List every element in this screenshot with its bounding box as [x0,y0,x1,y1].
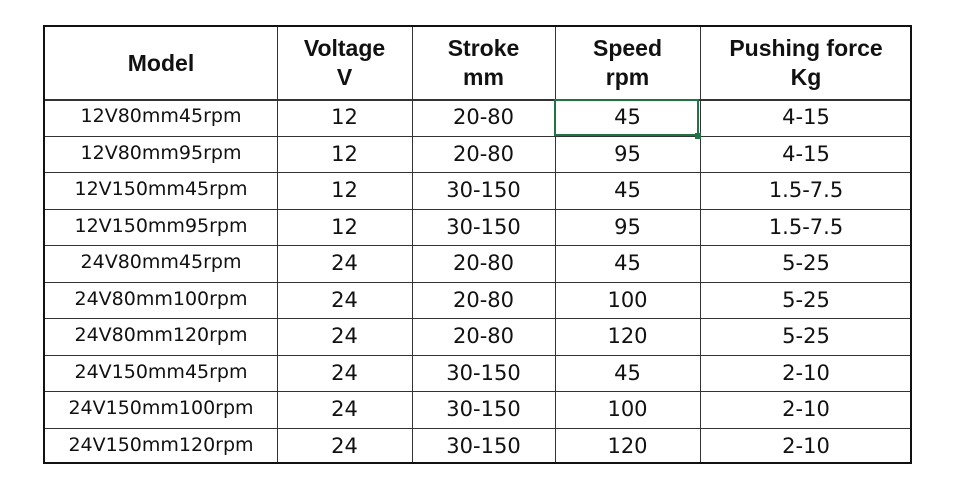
value-cell: 12 [331,178,358,203]
column-divider [555,27,556,462]
header-cell: Pushing force Kg [700,27,912,99]
value-cell: 30-150 [446,214,521,239]
column-divider [412,27,413,462]
column-divider [277,27,278,462]
header-text: Speed [592,35,663,62]
row-divider [45,281,910,283]
row-divider [45,172,910,173]
value-cell: 1.5-7.5 [768,214,844,239]
value-cell: 20-80 [452,141,515,166]
row-divider [45,354,910,356]
header-text: Voltage [303,35,386,62]
value-cell: 24 [331,397,358,422]
row-divider [45,208,910,210]
selected-cell-border [554,99,699,136]
model-cell: 12V80mm45rpm [80,105,242,128]
value-cell: 5-25 [782,324,830,349]
model-cell: 24V150mm120rpm [68,433,254,456]
header-cell: Stroke mm [412,27,555,99]
value-cell: 30-150 [446,397,521,422]
model-cell: 24V80mm45rpm [80,251,242,274]
value-cell: 24 [331,287,358,312]
value-cell: 45 [614,251,641,276]
header-text: mm [463,64,504,90]
value-cell: 4-15 [782,105,830,130]
value-cell: 1.5-7.5 [768,178,844,203]
value-cell: 2-10 [782,397,830,422]
value-cell: 5-25 [782,251,830,276]
model-cell: 24V80mm100rpm [74,287,248,310]
value-cell: 24 [331,251,358,276]
value-cell: 24 [331,433,358,458]
value-cell: 20-80 [452,324,515,349]
header-text: rpm [605,64,650,90]
value-cell: 45 [614,178,641,203]
column-divider [700,27,701,462]
model-cell: 24V80mm120rpm [74,324,248,347]
value-cell: 20-80 [452,105,515,130]
header-cell: Speed rpm [555,27,700,99]
value-cell: 4-15 [782,141,830,166]
value-cell: 30-150 [446,360,521,385]
value-cell: 12 [331,214,358,239]
row-divider [45,427,910,429]
model-cell: 24V150mm100rpm [68,397,254,420]
value-cell: 95 [614,214,641,239]
value-cell: 95 [614,141,641,166]
model-cell: 12V150mm45rpm [74,178,248,201]
value-cell: 100 [607,397,648,422]
value-cell: 120 [607,324,648,349]
value-cell: 20-80 [452,287,515,312]
header-text: V [336,64,353,90]
value-cell: 45 [614,105,641,130]
row-divider [45,135,910,137]
value-cell: 100 [607,287,648,312]
value-cell: 12 [331,105,358,130]
header-divider [45,99,910,101]
row-divider [45,391,910,392]
header-text: Stroke [447,35,520,62]
value-cell: 120 [607,433,648,458]
value-cell: 12 [331,141,358,166]
model-cell: 12V150mm95rpm [74,214,248,237]
value-cell: 2-10 [782,360,830,385]
value-cell: 2-10 [782,433,830,458]
value-cell: 5-25 [782,287,830,312]
header-cell: Voltage V [277,27,412,99]
header-cell: Model [45,27,277,99]
header-text: Kg [790,64,822,90]
fill-handle [695,133,701,139]
header-text: Model [127,49,195,76]
value-cell: 30-150 [446,178,521,203]
header-text: Pushing force [729,35,883,62]
value-cell: 24 [331,360,358,385]
row-divider [45,245,910,246]
value-cell: 30-150 [446,433,521,458]
model-cell: 12V80mm95rpm [80,141,242,164]
value-cell: 45 [614,360,641,385]
spec-table: 2-10 120 30-150 24 24V150mm120rpm 2-10 100 30-1… [43,25,912,464]
value-cell: 20-80 [452,251,515,276]
model-cell: 24V150mm45rpm [74,360,248,383]
value-cell: 24 [331,324,358,349]
row-divider [45,318,910,319]
